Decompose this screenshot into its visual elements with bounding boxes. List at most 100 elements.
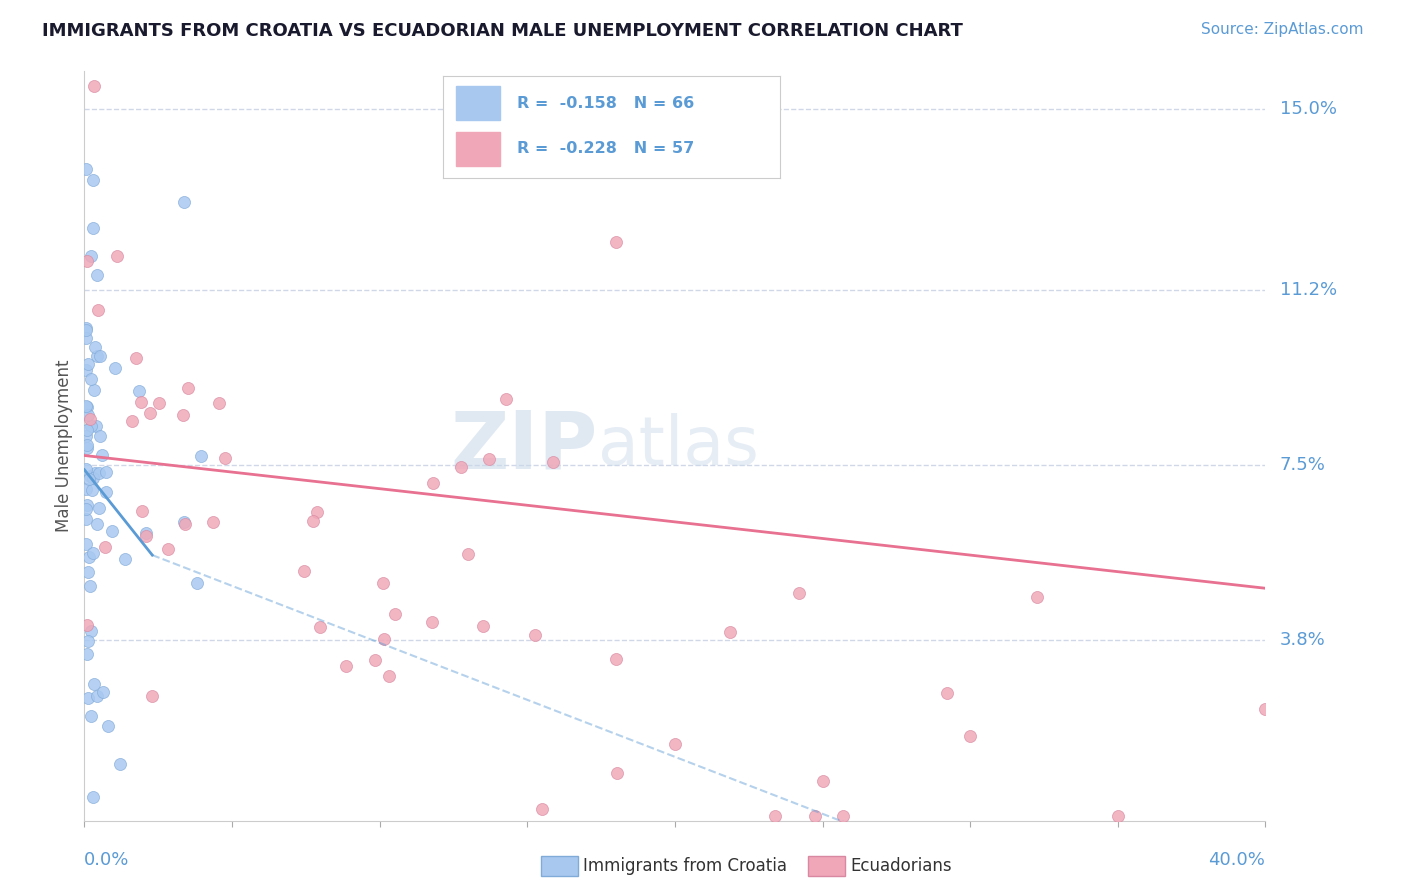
- Point: [76, 647, 98, 661]
- Point: [422, 476, 444, 491]
- Point: [214, 451, 236, 466]
- Point: [82, 172, 104, 186]
- Point: [787, 586, 810, 600]
- Point: [664, 737, 686, 751]
- Point: [135, 529, 157, 543]
- Point: [831, 809, 853, 823]
- Point: [82, 221, 104, 235]
- Point: [131, 504, 153, 518]
- Point: [82, 483, 104, 497]
- Point: [105, 248, 128, 262]
- Text: Source: ZipAtlas.com: Source: ZipAtlas.com: [1201, 22, 1364, 37]
- Point: [307, 505, 329, 519]
- Point: [86, 268, 108, 283]
- Point: [294, 564, 316, 578]
- Point: [94, 540, 117, 554]
- Point: [75, 429, 97, 443]
- Point: [605, 652, 627, 666]
- Point: [77, 357, 100, 371]
- Bar: [457, 87, 501, 120]
- Point: [89, 429, 111, 443]
- Point: [84, 340, 107, 354]
- Point: [378, 669, 401, 683]
- Point: [371, 575, 394, 590]
- Text: IMMIGRANTS FROM CROATIA VS ECUADORIAN MALE UNEMPLOYMENT CORRELATION CHART: IMMIGRANTS FROM CROATIA VS ECUADORIAN MA…: [42, 22, 963, 40]
- Point: [80, 624, 103, 638]
- Point: [100, 524, 122, 538]
- Point: [75, 399, 97, 413]
- Point: [94, 466, 117, 480]
- Point: [172, 408, 194, 422]
- Point: [495, 392, 517, 407]
- Text: 40.0%: 40.0%: [1209, 851, 1265, 869]
- Text: R =  -0.228   N = 57: R = -0.228 N = 57: [517, 141, 695, 155]
- Point: [97, 719, 120, 733]
- Point: [77, 634, 100, 648]
- Point: [173, 194, 195, 209]
- Point: [86, 689, 108, 703]
- Point: [335, 659, 357, 673]
- Point: [79, 579, 101, 593]
- Point: [174, 517, 197, 532]
- Point: [80, 249, 103, 263]
- Text: 15.0%: 15.0%: [1279, 100, 1337, 119]
- Y-axis label: Male Unemployment: Male Unemployment: [55, 359, 73, 533]
- Point: [75, 512, 97, 526]
- Point: [208, 396, 231, 410]
- Point: [83, 676, 105, 690]
- Text: atlas: atlas: [598, 413, 759, 479]
- Point: [89, 500, 111, 515]
- Point: [83, 467, 105, 481]
- Point: [605, 235, 627, 249]
- Point: [75, 321, 97, 335]
- Text: 0.0%: 0.0%: [84, 851, 129, 869]
- Bar: [457, 132, 501, 166]
- Point: [75, 363, 97, 377]
- Point: [83, 383, 105, 397]
- Point: [90, 448, 112, 462]
- Point: [89, 349, 111, 363]
- Point: [87, 302, 110, 317]
- Point: [129, 394, 152, 409]
- Point: [523, 628, 546, 642]
- Point: [75, 462, 97, 476]
- Point: [157, 541, 180, 556]
- Point: [450, 460, 472, 475]
- Point: [77, 473, 100, 487]
- Point: [82, 546, 104, 560]
- Point: [82, 471, 104, 485]
- Point: [141, 690, 163, 704]
- Point: [541, 454, 564, 468]
- Point: [1254, 702, 1277, 716]
- Text: 7.5%: 7.5%: [1279, 456, 1326, 474]
- Point: [76, 691, 98, 706]
- Point: [1107, 809, 1129, 823]
- Point: [75, 323, 97, 337]
- Point: [75, 482, 97, 496]
- Point: [804, 809, 827, 823]
- Point: [373, 632, 395, 646]
- Point: [173, 515, 195, 529]
- Point: [76, 438, 98, 452]
- Text: Immigrants from Croatia: Immigrants from Croatia: [583, 857, 787, 875]
- Text: R =  -0.158   N = 66: R = -0.158 N = 66: [517, 95, 695, 111]
- Point: [148, 396, 170, 410]
- Point: [135, 525, 157, 540]
- Text: Ecuadorians: Ecuadorians: [851, 857, 952, 875]
- Point: [75, 330, 97, 344]
- Point: [121, 414, 143, 428]
- Point: [86, 516, 108, 531]
- Point: [75, 162, 97, 177]
- Point: [79, 550, 101, 565]
- Point: [76, 254, 98, 268]
- Point: [76, 618, 98, 632]
- Point: [104, 361, 127, 376]
- Point: [128, 384, 150, 399]
- Point: [76, 409, 98, 423]
- Point: [125, 351, 148, 366]
- Point: [96, 485, 118, 500]
- Point: [76, 565, 98, 579]
- Point: [80, 708, 103, 723]
- Point: [718, 624, 741, 639]
- Point: [472, 619, 495, 633]
